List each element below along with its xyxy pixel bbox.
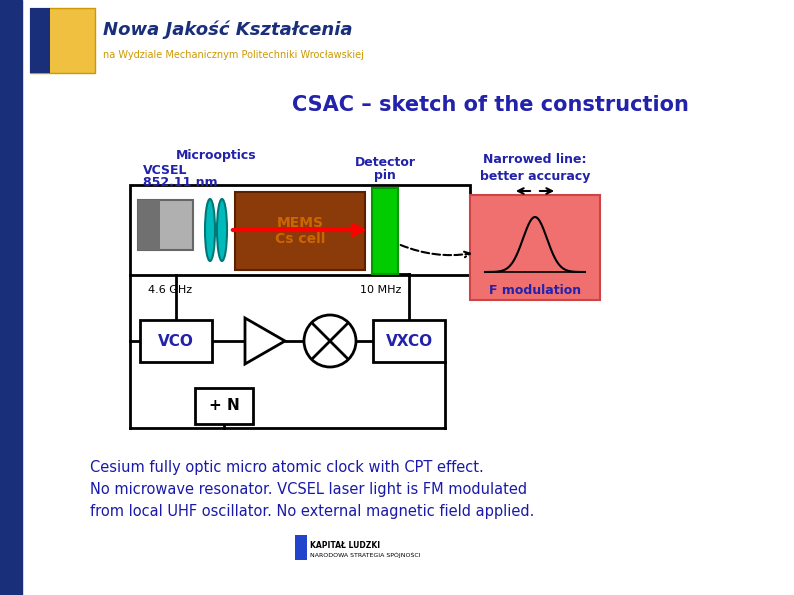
Text: Microoptics: Microoptics bbox=[175, 149, 256, 161]
Bar bbox=[470, 195, 600, 300]
Text: 852.11 nm: 852.11 nm bbox=[143, 177, 218, 189]
Text: 10 MHz: 10 MHz bbox=[360, 285, 402, 295]
Text: + N: + N bbox=[209, 399, 239, 414]
Text: VCSEL: VCSEL bbox=[143, 164, 187, 177]
Bar bbox=[0, 0, 22, 595]
Text: F modulation: F modulation bbox=[489, 283, 581, 296]
Circle shape bbox=[304, 315, 356, 367]
Text: 4.6 GHz: 4.6 GHz bbox=[148, 285, 192, 295]
Text: VXCO: VXCO bbox=[385, 334, 433, 349]
Text: MEMS: MEMS bbox=[276, 216, 323, 230]
Bar bbox=[235, 192, 365, 270]
Polygon shape bbox=[245, 318, 285, 364]
Bar bbox=[30, 8, 95, 73]
Bar bbox=[373, 320, 445, 362]
Text: Cesium fully optic micro atomic clock with CPT effect.: Cesium fully optic micro atomic clock wi… bbox=[90, 460, 484, 475]
Text: No microwave resonator. VCSEL laser light is FM modulated: No microwave resonator. VCSEL laser ligh… bbox=[90, 482, 527, 497]
Text: Cs cell: Cs cell bbox=[275, 232, 326, 246]
Bar bbox=[295, 535, 307, 560]
Text: CSAC – sketch of the construction: CSAC – sketch of the construction bbox=[291, 95, 688, 115]
Bar bbox=[130, 185, 470, 275]
Text: Detector: Detector bbox=[354, 156, 415, 170]
Text: na Wydziale Mechanicznym Politechniki Wrocławskiej: na Wydziale Mechanicznym Politechniki Wr… bbox=[103, 50, 364, 60]
Text: Narrowed line:
better accuracy: Narrowed line: better accuracy bbox=[480, 153, 590, 183]
Ellipse shape bbox=[205, 199, 215, 261]
Text: MEMS: MEMS bbox=[6, 184, 16, 215]
Bar bbox=[372, 188, 398, 274]
Text: Nowa Jakość Kształcenia: Nowa Jakość Kształcenia bbox=[103, 21, 353, 39]
Bar bbox=[140, 320, 212, 362]
Bar bbox=[30, 8, 50, 73]
Text: NARODOWA STRATEGIA SPÓJNOŚCI: NARODOWA STRATEGIA SPÓJNOŚCI bbox=[310, 552, 421, 558]
Bar bbox=[138, 200, 160, 250]
Text: VCO: VCO bbox=[158, 334, 194, 349]
Text: KAPITAŁ LUDZKI: KAPITAŁ LUDZKI bbox=[310, 540, 380, 550]
Text: from local UHF oscillator. No external magnetic field applied.: from local UHF oscillator. No external m… bbox=[90, 504, 534, 519]
Ellipse shape bbox=[217, 199, 227, 261]
Bar bbox=[195, 388, 253, 424]
Bar bbox=[138, 200, 193, 250]
Text: pin: pin bbox=[374, 168, 396, 181]
